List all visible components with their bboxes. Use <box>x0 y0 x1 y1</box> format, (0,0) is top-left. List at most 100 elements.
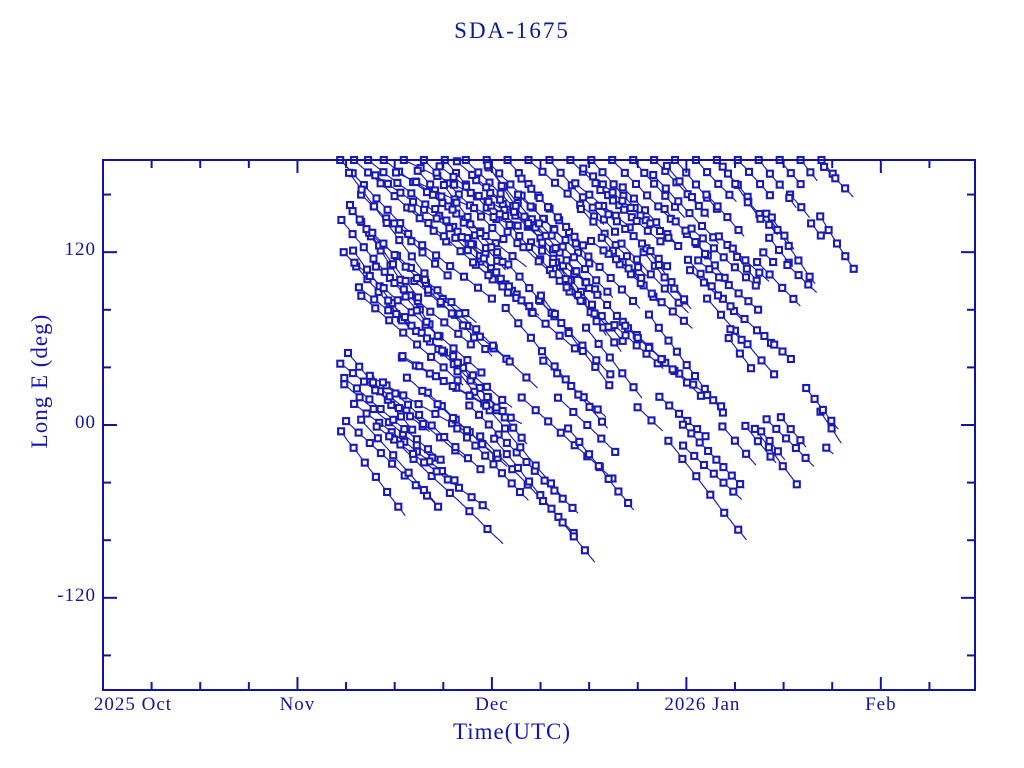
data-point-marker <box>453 376 462 385</box>
data-point-marker <box>352 384 361 393</box>
data-point-marker <box>342 417 351 426</box>
data-point-marker <box>413 340 422 349</box>
data-point-marker <box>470 333 479 342</box>
data-point-marker <box>498 282 507 291</box>
data-point-marker <box>515 231 524 241</box>
data-point-marker <box>742 449 751 458</box>
data-point-marker <box>624 264 633 273</box>
data-point-marker <box>728 244 737 253</box>
data-point-marker <box>394 502 403 511</box>
data-point-marker <box>412 177 421 187</box>
data-point-marker <box>593 405 602 414</box>
data-point-marker <box>691 238 700 247</box>
data-point-marker <box>448 205 457 214</box>
data-point-marker <box>697 221 707 231</box>
data-point-marker <box>693 425 702 434</box>
data-point-marker <box>499 234 508 244</box>
data-point-marker <box>757 356 766 365</box>
data-point-marker <box>797 203 806 212</box>
data-point-marker <box>340 373 349 383</box>
data-point-marker <box>762 415 771 424</box>
data-point-marker <box>643 191 652 200</box>
data-point-marker <box>534 219 544 228</box>
data-point-marker <box>463 212 472 221</box>
data-point-marker <box>420 458 429 467</box>
data-point-marker <box>682 361 691 370</box>
data-point-marker <box>698 234 707 243</box>
data-point-marker <box>390 250 399 260</box>
data-point-marker <box>371 262 380 271</box>
data-point-marker <box>418 386 427 395</box>
data-point-marker <box>707 282 716 291</box>
data-point-marker <box>428 190 437 199</box>
data-point-marker <box>528 308 537 317</box>
data-point-marker <box>661 184 670 193</box>
data-point-marker <box>585 402 594 411</box>
y-tick-label: -120 <box>57 584 96 606</box>
data-point-marker <box>700 249 710 258</box>
data-point-marker <box>453 367 462 376</box>
trace-line <box>721 426 757 466</box>
data-point-marker <box>398 352 407 361</box>
data-point-marker <box>477 212 486 221</box>
data-point-marker <box>492 403 501 412</box>
data-point-marker <box>611 447 620 456</box>
data-point-marker <box>493 248 502 257</box>
data-point-marker <box>454 190 463 199</box>
data-point-marker <box>632 216 641 226</box>
data-point-marker <box>445 224 454 233</box>
data-point-marker <box>564 424 573 433</box>
data-point-marker <box>365 371 374 380</box>
data-point-marker <box>526 202 535 211</box>
data-point-marker <box>513 221 522 230</box>
trace-line <box>754 428 799 487</box>
data-point-marker <box>483 524 492 534</box>
data-point-marker <box>505 220 514 229</box>
data-point-marker <box>603 300 612 310</box>
data-point-marker <box>502 438 511 447</box>
data-point-marker <box>541 231 550 240</box>
data-point-marker <box>414 293 423 302</box>
data-point-marker <box>343 348 353 358</box>
data-point-marker <box>820 162 829 171</box>
data-point-marker <box>650 179 659 188</box>
data-point-marker <box>365 395 374 404</box>
data-point-marker <box>553 369 562 378</box>
data-point-marker <box>841 184 850 193</box>
data-point-marker <box>618 369 627 378</box>
data-point-marker <box>750 424 759 433</box>
data-point-marker <box>385 316 394 325</box>
data-point-marker <box>439 232 448 241</box>
data-point-marker <box>433 331 442 340</box>
data-point-marker <box>511 201 520 210</box>
data-point-marker <box>725 190 734 199</box>
data-point-marker <box>571 239 580 248</box>
data-point-marker <box>603 287 612 296</box>
data-point-marker <box>621 321 630 330</box>
data-point-marker <box>718 162 727 171</box>
data-point-marker <box>407 321 416 330</box>
data-point-marker <box>841 252 850 261</box>
data-point-marker <box>587 300 597 309</box>
data-point-marker <box>393 178 402 187</box>
data-point-marker <box>784 241 793 250</box>
data-point-marker <box>629 232 638 241</box>
data-point-marker <box>729 487 738 496</box>
data-point-marker <box>385 432 394 441</box>
data-point-marker <box>682 378 692 387</box>
data-point-marker <box>407 237 416 246</box>
data-point-marker <box>556 428 565 437</box>
data-point-marker <box>408 425 417 434</box>
data-point-marker <box>489 460 498 469</box>
data-point-marker <box>360 458 369 467</box>
data-point-marker <box>617 239 626 248</box>
data-point-marker <box>678 420 687 429</box>
data-point-marker <box>376 404 385 414</box>
data-point-marker <box>637 239 647 248</box>
data-point-marker <box>473 283 483 292</box>
data-point-marker <box>411 481 420 490</box>
data-point-marker <box>714 232 723 241</box>
data-point-marker <box>765 436 774 445</box>
data-point-marker <box>718 408 727 417</box>
data-point-marker <box>605 353 614 362</box>
